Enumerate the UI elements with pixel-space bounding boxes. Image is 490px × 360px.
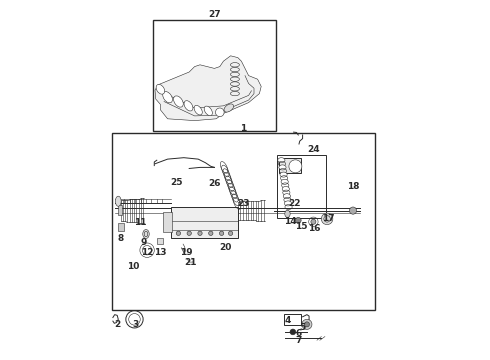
Text: 16: 16 — [308, 225, 320, 234]
Circle shape — [198, 231, 202, 235]
Circle shape — [187, 231, 192, 235]
Circle shape — [304, 322, 310, 327]
Circle shape — [311, 219, 316, 224]
Circle shape — [176, 231, 180, 235]
Text: 14: 14 — [284, 217, 296, 226]
Text: 19: 19 — [180, 248, 193, 257]
Text: 23: 23 — [238, 199, 250, 208]
Bar — [171, 207, 238, 238]
Circle shape — [321, 213, 333, 225]
Bar — [118, 205, 122, 215]
Ellipse shape — [280, 172, 287, 177]
Ellipse shape — [204, 106, 212, 116]
Text: 12: 12 — [141, 248, 153, 257]
Ellipse shape — [283, 194, 291, 199]
Text: 2: 2 — [114, 320, 121, 329]
Bar — [279, 158, 301, 173]
Bar — [277, 155, 326, 218]
Text: 25: 25 — [171, 178, 183, 187]
Text: 6: 6 — [295, 329, 301, 338]
Text: 8: 8 — [117, 234, 123, 243]
Ellipse shape — [284, 201, 292, 206]
Ellipse shape — [173, 96, 183, 107]
Ellipse shape — [116, 196, 121, 206]
Text: 10: 10 — [127, 261, 140, 271]
Bar — [157, 238, 163, 244]
Circle shape — [295, 217, 301, 223]
Circle shape — [290, 329, 296, 335]
Text: 1: 1 — [240, 125, 246, 134]
Text: 21: 21 — [184, 258, 196, 266]
Ellipse shape — [194, 105, 202, 115]
Ellipse shape — [285, 210, 290, 217]
Text: 22: 22 — [289, 199, 301, 208]
Circle shape — [302, 319, 312, 329]
Ellipse shape — [143, 230, 149, 239]
Ellipse shape — [156, 84, 165, 94]
Bar — [118, 223, 123, 231]
Ellipse shape — [279, 165, 286, 170]
Text: 20: 20 — [220, 243, 232, 252]
Text: 24: 24 — [307, 145, 319, 154]
Text: 5: 5 — [299, 323, 306, 332]
Ellipse shape — [184, 101, 193, 111]
Circle shape — [228, 231, 233, 235]
Circle shape — [209, 231, 213, 235]
Text: 7: 7 — [296, 336, 302, 345]
Text: 15: 15 — [294, 222, 307, 231]
Ellipse shape — [281, 179, 288, 184]
Ellipse shape — [163, 91, 172, 103]
Ellipse shape — [282, 186, 290, 192]
Text: 13: 13 — [154, 248, 167, 257]
Text: 26: 26 — [208, 179, 220, 188]
Circle shape — [216, 108, 224, 117]
Circle shape — [349, 207, 357, 214]
Ellipse shape — [224, 104, 234, 112]
Text: 9: 9 — [140, 238, 147, 247]
Text: 4: 4 — [285, 316, 292, 325]
Ellipse shape — [278, 158, 285, 163]
Text: 17: 17 — [322, 214, 335, 223]
Circle shape — [220, 231, 224, 235]
Circle shape — [289, 160, 302, 173]
Text: 3: 3 — [132, 320, 139, 329]
Bar — [112, 133, 374, 310]
Text: 27: 27 — [208, 10, 220, 19]
Text: 18: 18 — [347, 182, 359, 191]
Text: 11: 11 — [134, 217, 147, 227]
Bar — [163, 212, 172, 232]
Bar — [153, 20, 275, 131]
Bar — [284, 314, 301, 325]
Polygon shape — [155, 56, 261, 121]
